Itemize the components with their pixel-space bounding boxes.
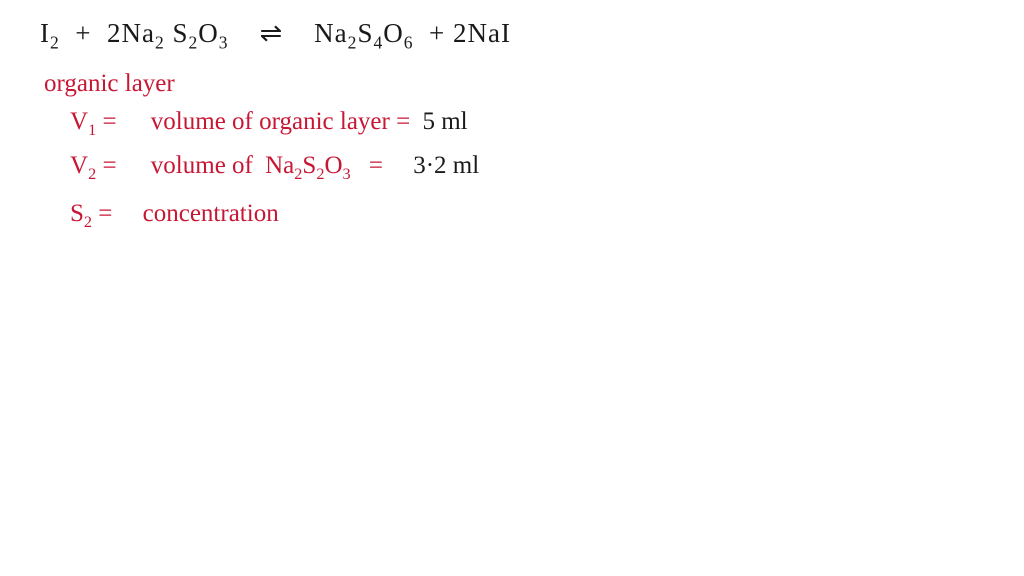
v1-label: V1 = <box>70 108 117 135</box>
v1-body: volume of organic layer = <box>151 108 410 135</box>
v1-line: V1 = volume of organic layer = 5 ml <box>70 108 468 136</box>
equation-text: I2 + 2Na2 S2O3 ⇌ Na2S4O6 + 2NaI <box>40 18 511 48</box>
s2-line: S2 = concentration <box>70 200 279 228</box>
v2-equals: = <box>369 152 383 179</box>
v2-label: V2 = <box>70 152 117 179</box>
header-text: organic layer <box>44 70 175 97</box>
s2-label: S2 = <box>70 200 112 227</box>
v2-body-prefix: volume of <box>151 152 253 179</box>
equation-line: I2 + 2Na2 S2O3 ⇌ Na2S4O6 + 2NaI <box>40 18 511 49</box>
v2-species: Na2S2O3 <box>265 152 357 179</box>
header-organic-layer: organic layer <box>44 70 175 98</box>
v2-value: 3·2 ml <box>413 152 479 179</box>
v1-value: 5 ml <box>422 108 467 135</box>
v2-line: V2 = volume of Na2S2O3 = 3·2 ml <box>70 152 479 180</box>
handwriting-canvas: I2 + 2Na2 S2O3 ⇌ Na2S4O6 + 2NaI organic … <box>0 0 1024 576</box>
s2-body: concentration <box>143 200 279 227</box>
